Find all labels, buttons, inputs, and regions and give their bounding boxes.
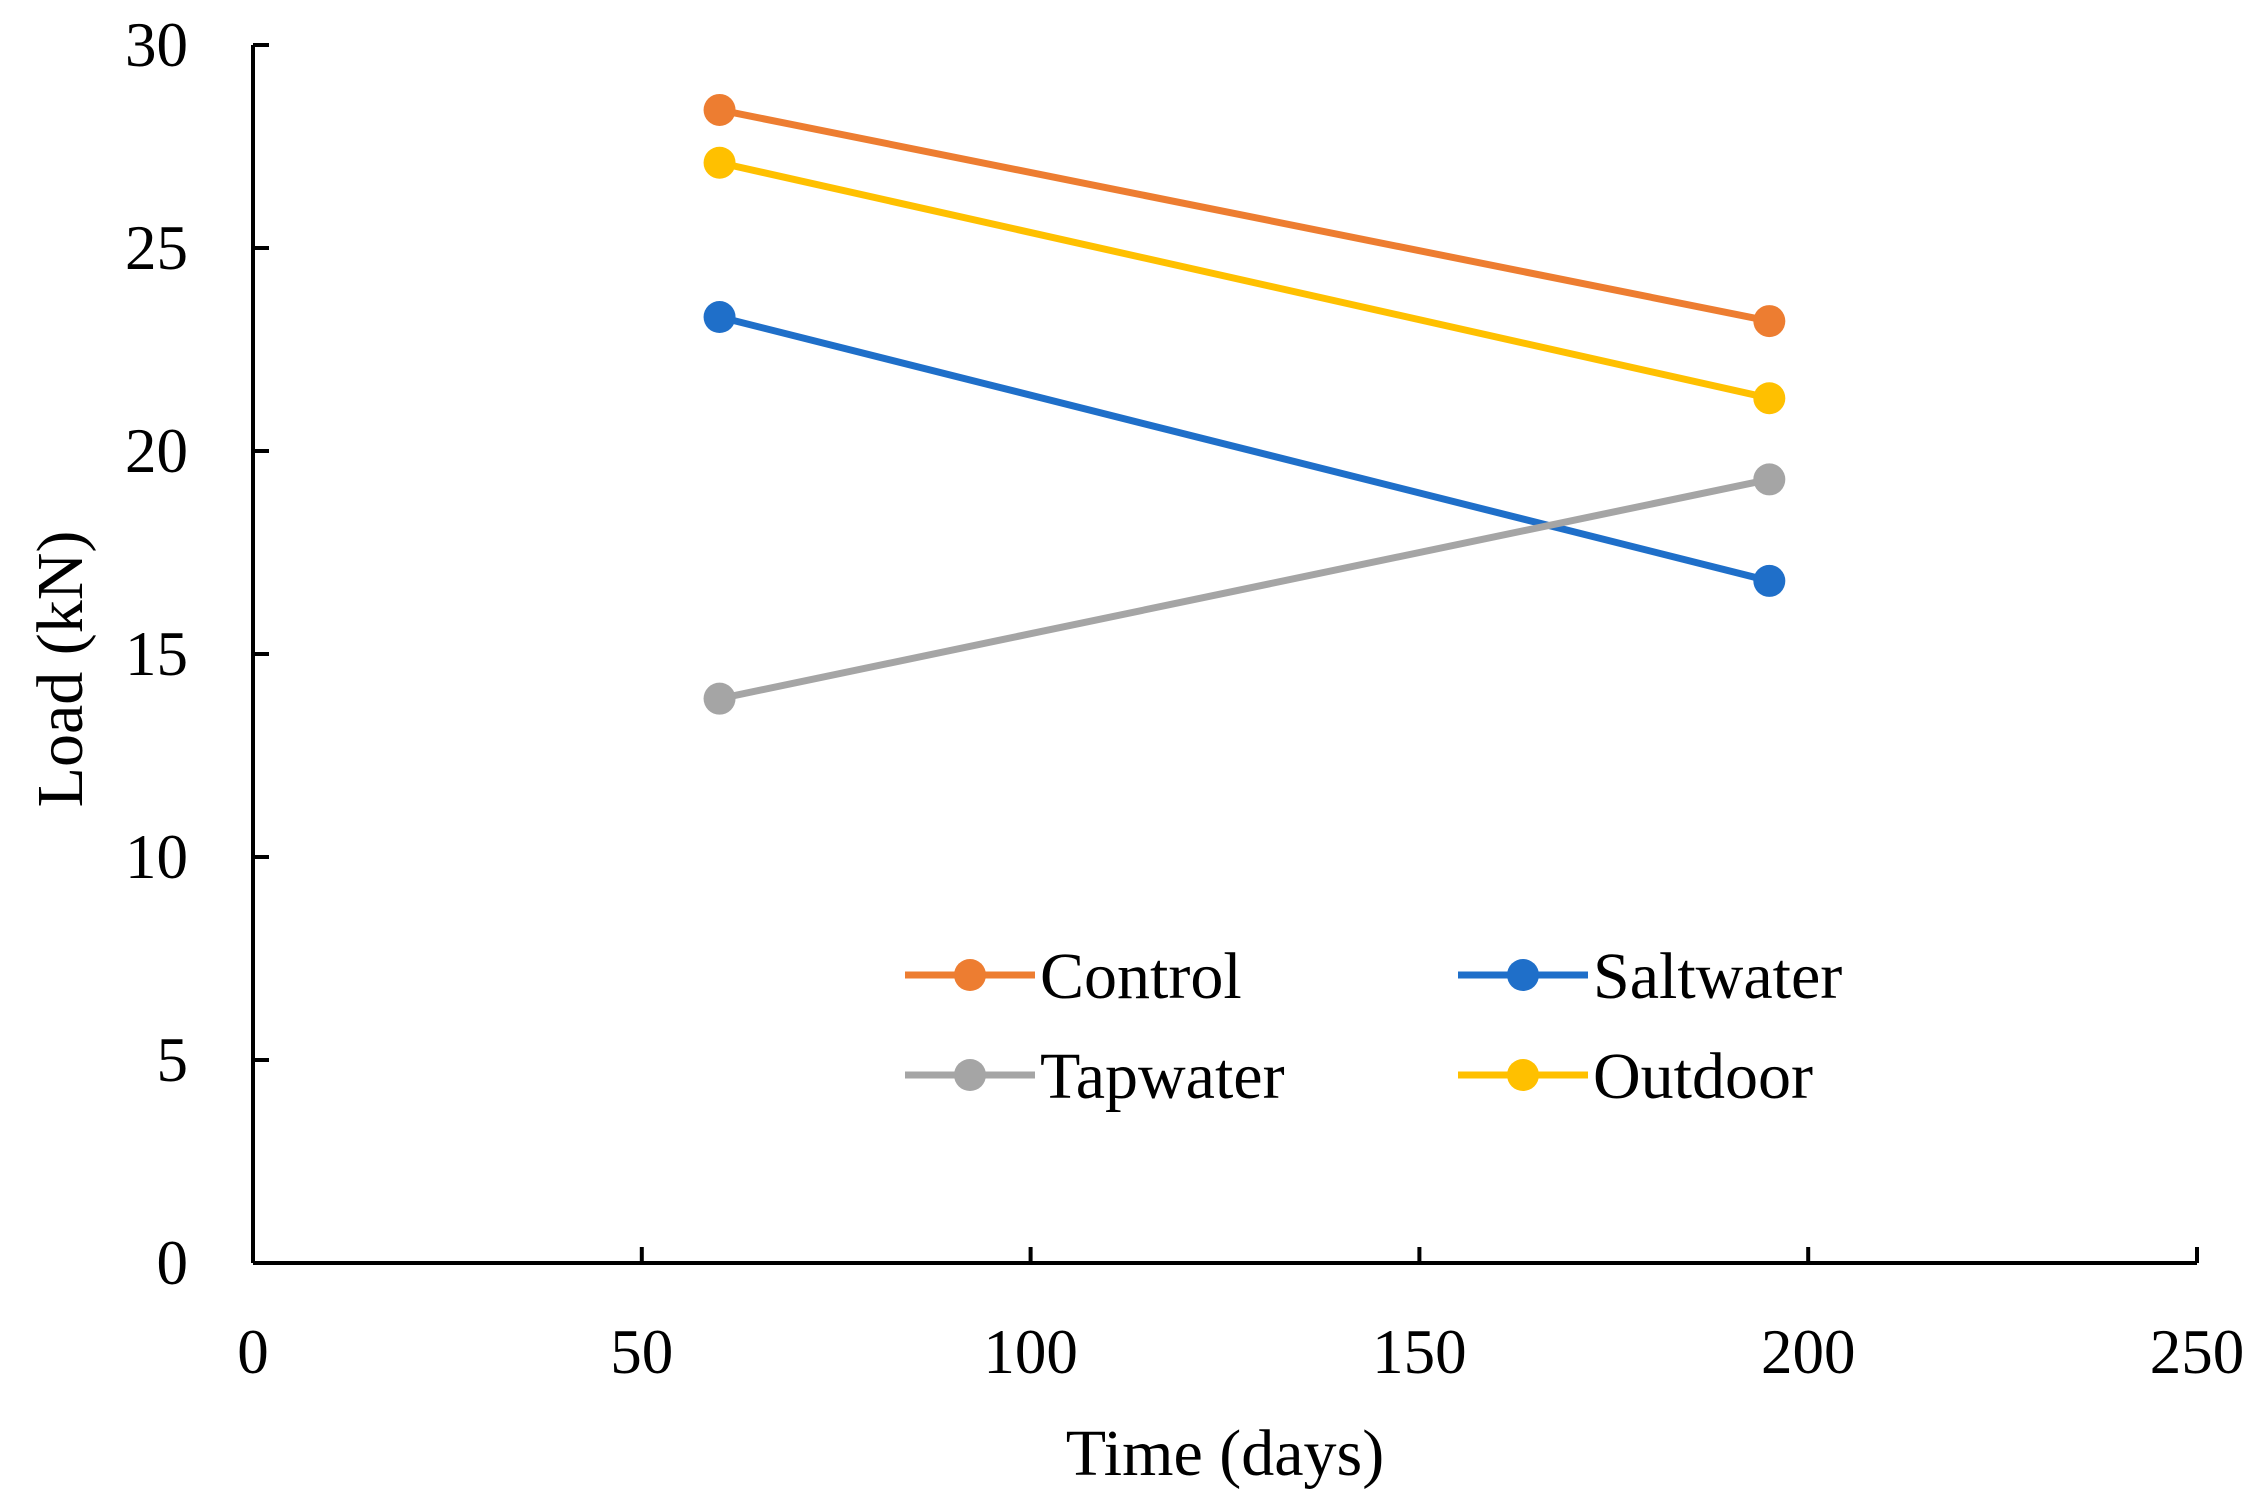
y-axis-ticks: 0 5 10 15 20 25 30	[125, 10, 269, 1298]
legend-item-outdoor: Outdoor	[1458, 1040, 1813, 1113]
y-tick-label: 30	[125, 10, 188, 80]
series-saltwater	[703, 301, 1786, 597]
x-axis-title: Time (days)	[1066, 1417, 1384, 1490]
data-point	[1753, 305, 1786, 338]
series-line	[718, 159, 1771, 402]
legend-label: Saltwater	[1593, 940, 1842, 1013]
series-line	[718, 475, 1771, 703]
y-tick-label: 10	[125, 822, 188, 892]
series-layer	[703, 93, 1786, 715]
x-tick-label: 0	[237, 1317, 269, 1387]
legend-swatch-marker	[954, 959, 986, 991]
x-tick-label: 100	[983, 1317, 1078, 1387]
x-tick-label: 150	[1372, 1317, 1467, 1387]
legend-item-saltwater: Saltwater	[1458, 940, 1842, 1013]
x-axis-ticks: 0 50 100 150 200 250	[237, 1247, 2244, 1387]
data-point	[1753, 463, 1786, 496]
legend-item-tapwater: Tapwater	[905, 1040, 1285, 1113]
data-point	[703, 682, 736, 715]
x-tick-label: 50	[610, 1317, 673, 1387]
legend-swatch-marker	[954, 1059, 986, 1091]
legend: Control Saltwater Tapwater Outdoor	[905, 940, 1842, 1113]
data-point	[703, 301, 736, 334]
y-axis-title: Load (kN)	[24, 531, 97, 808]
series-line	[718, 106, 1771, 325]
legend-label: Control	[1040, 940, 1242, 1013]
series-tapwater	[703, 463, 1786, 715]
y-tick-label: 20	[125, 416, 188, 486]
legend-label: Tapwater	[1040, 1040, 1285, 1113]
series-control	[703, 93, 1786, 338]
data-point	[1753, 382, 1786, 415]
legend-swatch-marker	[1507, 959, 1539, 991]
x-tick-label: 250	[2150, 1317, 2245, 1387]
legend-label: Outdoor	[1593, 1040, 1813, 1113]
legend-item-control: Control	[905, 940, 1242, 1013]
legend-swatch-marker	[1507, 1059, 1539, 1091]
y-tick-label: 15	[125, 619, 188, 689]
y-tick-label: 5	[157, 1025, 189, 1095]
y-tick-label: 25	[125, 213, 188, 283]
series-outdoor	[703, 146, 1786, 415]
series-line	[718, 313, 1771, 585]
y-tick-label: 0	[157, 1228, 189, 1298]
data-point	[703, 146, 736, 179]
data-point	[703, 93, 736, 126]
x-tick-label: 200	[1761, 1317, 1856, 1387]
data-point	[1753, 564, 1786, 597]
